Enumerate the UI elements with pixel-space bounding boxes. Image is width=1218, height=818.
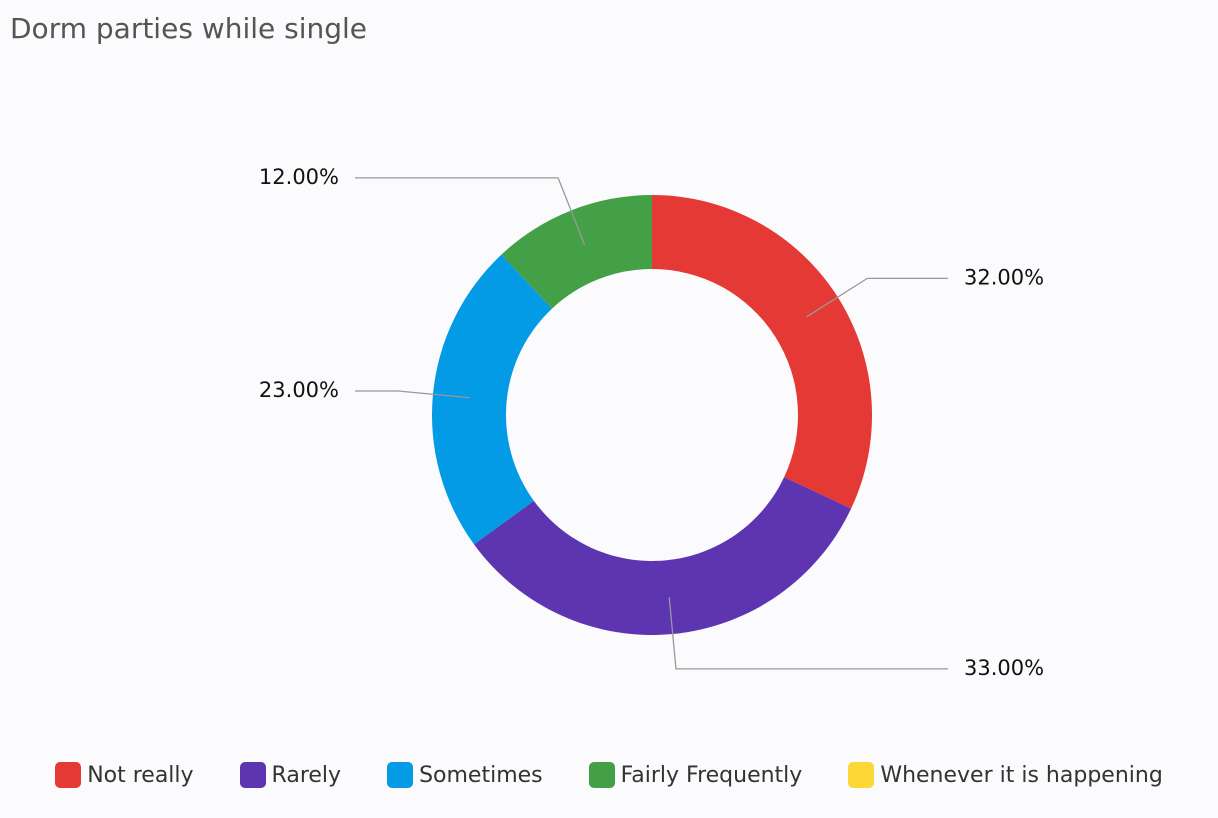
legend-swatch [239, 762, 266, 788]
data-label: 33.00% [964, 656, 1044, 680]
legend-label: Rarely [271, 762, 342, 788]
donut-slice [474, 477, 852, 635]
legend: Not really Rarely Sometimes Fairly Frequent… [0, 762, 1218, 788]
legend-label: Sometimes [419, 762, 543, 788]
chart: 32.00% 33.00% 23.00% 12.00% [259, 165, 1044, 680]
legend-swatch [387, 762, 414, 788]
legend-item: Sometimes [387, 762, 543, 788]
data-label: 12.00% [259, 165, 339, 189]
chart-title: Dorm parties while single [10, 12, 368, 45]
data-label: 32.00% [964, 265, 1044, 289]
data-label: 23.00% [259, 378, 339, 402]
donut-slice [501, 195, 652, 309]
leader-line [355, 390, 470, 399]
legend-swatch [55, 762, 82, 788]
legend-item: Whenever it is happening [848, 762, 1163, 788]
legend-label: Whenever it is happening [880, 762, 1163, 788]
legend-label: Fairly Frequently [620, 762, 803, 788]
donut-slice [431, 254, 553, 545]
legend-swatch [848, 762, 875, 788]
legend-item: Rarely [239, 762, 342, 788]
leader-line [668, 597, 948, 670]
legend-label: Not really [87, 762, 194, 788]
leader-line [355, 177, 586, 246]
leader-line [806, 277, 948, 318]
legend-item: Fairly Frequently [588, 762, 803, 788]
donut-slice [652, 195, 872, 509]
legend-swatch [588, 762, 615, 788]
legend-item: Not really [55, 762, 194, 788]
